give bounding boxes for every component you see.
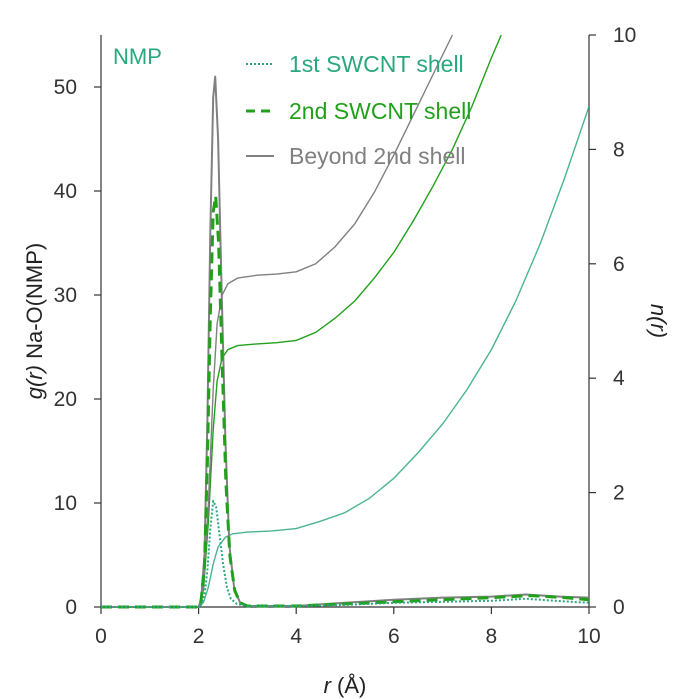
y-right-tick-label-4: 4 [613,367,625,390]
x-tick-label-4: 4 [290,625,302,648]
y-right-tick-label-2: 2 [613,482,625,505]
nr-curve-2nd-swcnt-shell [101,34,502,608]
y-left-tick-label-10: 10 [54,492,77,515]
x-axis-title: r (Å) [324,673,367,698]
y-right-tick-label-8: 8 [613,138,625,161]
y-left-tick-label-40: 40 [54,180,77,203]
x-tick-label-0: 0 [95,625,107,648]
x-tick-label-10: 10 [577,625,600,648]
nr-curve-beyond-2nd-shell [101,34,454,608]
x-axis-ticks: 0 2 4 6 8 10 [95,607,601,648]
panel-label: NMP [113,44,162,69]
legend-label-1st-swcnt-shell: 1st SWCNT shell [289,51,464,77]
gr-curve-1st-swcnt-shell [101,499,589,608]
y-left-tick-label-30: 30 [54,284,77,307]
x-tick-label-6: 6 [388,625,400,648]
y-right-tick-label-10: 10 [613,24,636,47]
y-left-tick-label-50: 50 [54,76,77,99]
legend-label-beyond-2nd-shell: Beyond 2nd shell [289,143,465,169]
y-left-tick-label-0: 0 [65,596,77,619]
y-left-tick-label-20: 20 [54,388,77,411]
series-layer [101,34,589,609]
y-right-tick-label-6: 6 [613,253,625,276]
gr-curve-2nd-swcnt-shell [101,194,589,609]
x-tick-label-2: 2 [193,625,205,648]
x-tick-label-8: 8 [486,625,498,648]
legend: 1st SWCNT shell 2nd SWCNT shell Beyond 2… [246,51,471,169]
nr-curve-1st-swcnt-shell [101,106,589,608]
y-left-axis-title: g(r) Na-O(NMP) [22,243,47,399]
y-right-axis-title: n(r) [646,304,671,338]
y-right-axis-ticks: 0 2 4 6 8 10 [589,24,636,619]
y-left-axis-ticks: 0 10 20 30 40 50 [54,76,101,619]
y-right-tick-label-0: 0 [613,596,625,619]
legend-label-2nd-swcnt-shell: 2nd SWCNT shell [289,98,471,124]
